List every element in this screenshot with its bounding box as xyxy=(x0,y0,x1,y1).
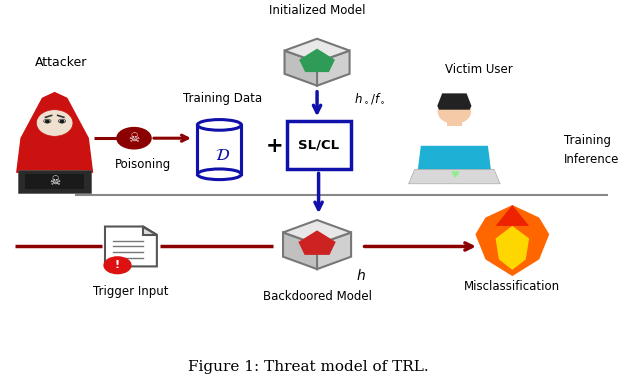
Polygon shape xyxy=(143,227,157,235)
Text: Misclassification: Misclassification xyxy=(465,280,561,293)
Polygon shape xyxy=(299,49,335,72)
Ellipse shape xyxy=(437,99,471,124)
Polygon shape xyxy=(495,226,529,270)
Text: +: + xyxy=(265,136,283,156)
Text: $\mathcal{D}$: $\mathcal{D}$ xyxy=(215,146,230,164)
Polygon shape xyxy=(317,51,349,86)
Text: Inference: Inference xyxy=(564,152,619,166)
Text: Attacker: Attacker xyxy=(35,56,87,69)
Polygon shape xyxy=(475,205,549,276)
Text: Initialized Model: Initialized Model xyxy=(269,4,365,17)
Polygon shape xyxy=(298,230,336,255)
Polygon shape xyxy=(284,39,349,62)
Text: SL/CL: SL/CL xyxy=(298,138,339,151)
Text: Trigger Input: Trigger Input xyxy=(93,284,169,298)
FancyBboxPatch shape xyxy=(197,125,241,174)
Polygon shape xyxy=(17,93,92,173)
Text: Victim User: Victim User xyxy=(445,63,513,76)
Text: ♥: ♥ xyxy=(450,171,459,180)
Polygon shape xyxy=(409,169,500,184)
Text: Backdoored Model: Backdoored Model xyxy=(262,291,372,303)
Ellipse shape xyxy=(44,119,51,123)
Text: Poisoning: Poisoning xyxy=(115,158,171,171)
FancyBboxPatch shape xyxy=(18,171,91,193)
Polygon shape xyxy=(284,51,317,86)
Text: $h_\circ/f_\circ$: $h_\circ/f_\circ$ xyxy=(354,91,386,106)
Polygon shape xyxy=(317,232,351,269)
Circle shape xyxy=(104,257,131,274)
Circle shape xyxy=(117,127,151,149)
Ellipse shape xyxy=(58,119,66,123)
Text: Training: Training xyxy=(564,134,611,147)
Polygon shape xyxy=(105,227,157,266)
Polygon shape xyxy=(283,220,351,245)
Ellipse shape xyxy=(197,169,241,179)
Ellipse shape xyxy=(197,120,241,130)
Polygon shape xyxy=(437,93,471,110)
Circle shape xyxy=(46,120,49,123)
FancyBboxPatch shape xyxy=(25,174,84,190)
Circle shape xyxy=(60,120,64,123)
FancyBboxPatch shape xyxy=(286,121,351,169)
Text: ☠: ☠ xyxy=(128,132,140,145)
Text: Figure 1: Threat model of TRL.: Figure 1: Threat model of TRL. xyxy=(188,360,428,374)
Ellipse shape xyxy=(37,110,73,136)
FancyBboxPatch shape xyxy=(447,111,462,126)
Polygon shape xyxy=(418,146,491,171)
Polygon shape xyxy=(495,205,529,226)
Text: Training Data: Training Data xyxy=(183,92,262,105)
Polygon shape xyxy=(283,232,317,269)
Text: ☠: ☠ xyxy=(49,175,60,188)
Text: $h$: $h$ xyxy=(356,269,365,283)
Text: !: ! xyxy=(115,260,120,270)
